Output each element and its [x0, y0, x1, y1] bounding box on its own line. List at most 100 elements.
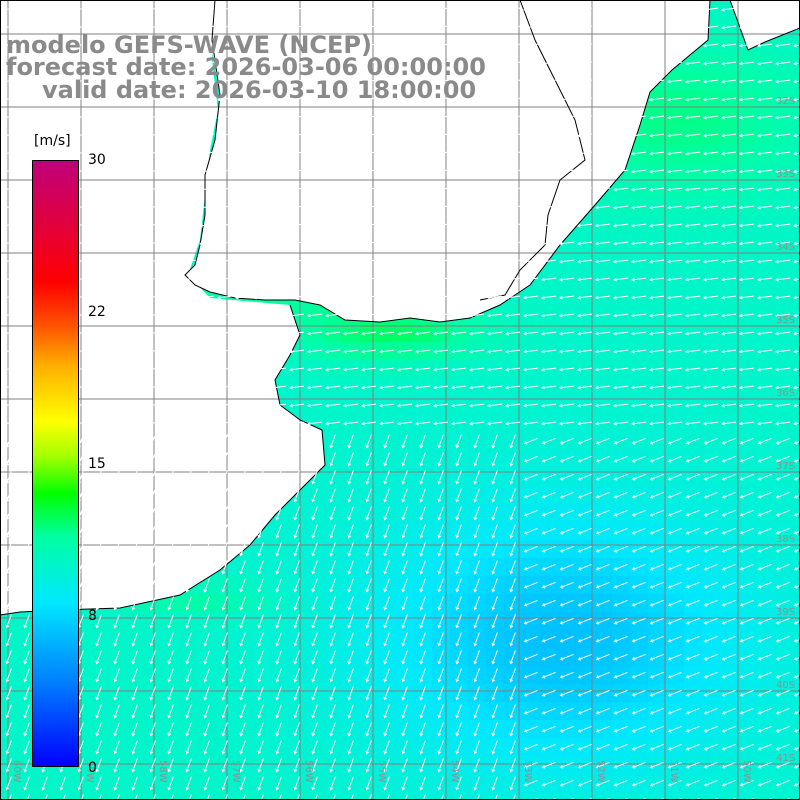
wind-arrow — [350, 794, 354, 800]
wind-arrow — [73, 43, 89, 48]
wind-arrow — [145, 403, 161, 408]
wind-arrow — [235, 277, 251, 282]
wind-arrow — [451, 7, 467, 12]
wind-arrow — [685, 61, 701, 66]
wind-arrow — [95, 686, 102, 701]
wind-arrow — [170, 794, 174, 800]
wind-speed-cell — [792, 126, 800, 144]
wind-arrow — [541, 115, 557, 120]
wind-arrow — [163, 61, 179, 66]
wind-speed-cell — [792, 342, 800, 360]
wind-arrow — [667, 151, 683, 156]
wind-arrow — [649, 259, 665, 264]
wind-arrow — [19, 61, 35, 66]
wind-arrow — [451, 187, 467, 192]
wind-arrow — [739, 277, 755, 282]
wind-arrow — [239, 704, 246, 719]
wind-arrow — [37, 43, 53, 48]
wind-arrow — [149, 776, 156, 791]
wind-arrow — [23, 596, 30, 611]
wind-arrow — [311, 686, 318, 701]
wind-arrow — [613, 671, 628, 679]
wind-arrow — [437, 434, 444, 449]
wind-arrow — [343, 79, 359, 84]
wind-arrow — [1, 7, 17, 12]
wind-arrow — [217, 115, 233, 120]
wind-arrow — [221, 758, 228, 773]
wind-arrow — [541, 653, 556, 661]
wind-arrow — [181, 241, 197, 246]
wind-arrow — [739, 7, 755, 12]
wind-arrow — [401, 686, 408, 701]
wind-arrow — [181, 187, 197, 192]
wind-arrow — [221, 686, 228, 701]
wind-arrow — [541, 241, 557, 246]
wind-arrow — [793, 313, 800, 318]
wind-arrow — [239, 542, 246, 557]
wind-arrow — [775, 277, 791, 282]
wind-arrow — [613, 79, 629, 84]
wind-arrow — [685, 295, 701, 300]
wind-arrow — [253, 259, 269, 264]
wind-arrow — [685, 241, 701, 246]
wind-arrow — [631, 761, 646, 769]
wind-speed-cell — [576, 792, 594, 800]
wind-arrow — [451, 277, 467, 282]
wind-arrow — [613, 313, 629, 318]
wind-arrow — [1, 385, 17, 390]
wind-arrow — [451, 421, 467, 426]
wind-arrow — [289, 241, 305, 246]
wind-speed-cell — [90, 792, 108, 800]
wind-arrow — [775, 455, 790, 463]
wind-arrow — [307, 115, 323, 120]
wind-arrow — [631, 473, 646, 481]
wind-arrow — [523, 725, 538, 733]
wind-arrow — [235, 7, 251, 12]
wind-arrow — [757, 295, 773, 300]
wind-arrow — [311, 560, 318, 575]
wind-arrow — [221, 704, 228, 719]
wind-arrow — [217, 43, 233, 48]
wind-arrow — [491, 542, 498, 557]
wind-arrow — [595, 277, 611, 282]
wind-arrow — [307, 223, 323, 228]
wind-arrow — [109, 115, 125, 120]
wind-arrow — [775, 473, 790, 481]
wind-arrow — [127, 115, 143, 120]
wind-arrow — [95, 578, 102, 593]
wind-arrow — [631, 7, 647, 12]
wind-arrow — [401, 758, 408, 773]
wind-arrow — [739, 403, 755, 408]
wind-arrow — [199, 349, 215, 354]
wind-arrow — [451, 259, 467, 264]
wind-arrow — [113, 524, 120, 539]
wind-arrow — [37, 7, 53, 12]
wind-arrow — [293, 560, 300, 575]
wind-arrow — [667, 241, 683, 246]
wind-arrow — [577, 779, 592, 787]
wind-arrow — [131, 632, 138, 647]
wind-arrow — [437, 722, 444, 737]
wind-arrow — [541, 635, 556, 643]
wind-arrow — [95, 632, 102, 647]
wind-arrow — [307, 331, 323, 336]
wind-arrow — [433, 43, 449, 48]
wind-arrow — [91, 151, 107, 156]
wind-arrow — [314, 794, 318, 800]
wind-arrow — [433, 421, 449, 426]
wind-arrow — [505, 295, 521, 300]
wind-arrow — [131, 668, 138, 683]
wind-speed-cell — [360, 792, 378, 800]
wind-arrow — [5, 452, 12, 467]
wind-arrow — [235, 25, 251, 30]
wind-arrow — [203, 668, 210, 683]
wind-arrow — [289, 115, 305, 120]
wind-arrow — [217, 349, 233, 354]
wind-arrow — [685, 779, 700, 787]
wind-arrow — [469, 7, 485, 12]
wind-arrow — [127, 25, 143, 30]
wind-arrow — [703, 43, 719, 48]
wind-arrow — [217, 313, 233, 318]
wind-arrow — [577, 581, 592, 589]
wind-arrow — [793, 169, 800, 174]
